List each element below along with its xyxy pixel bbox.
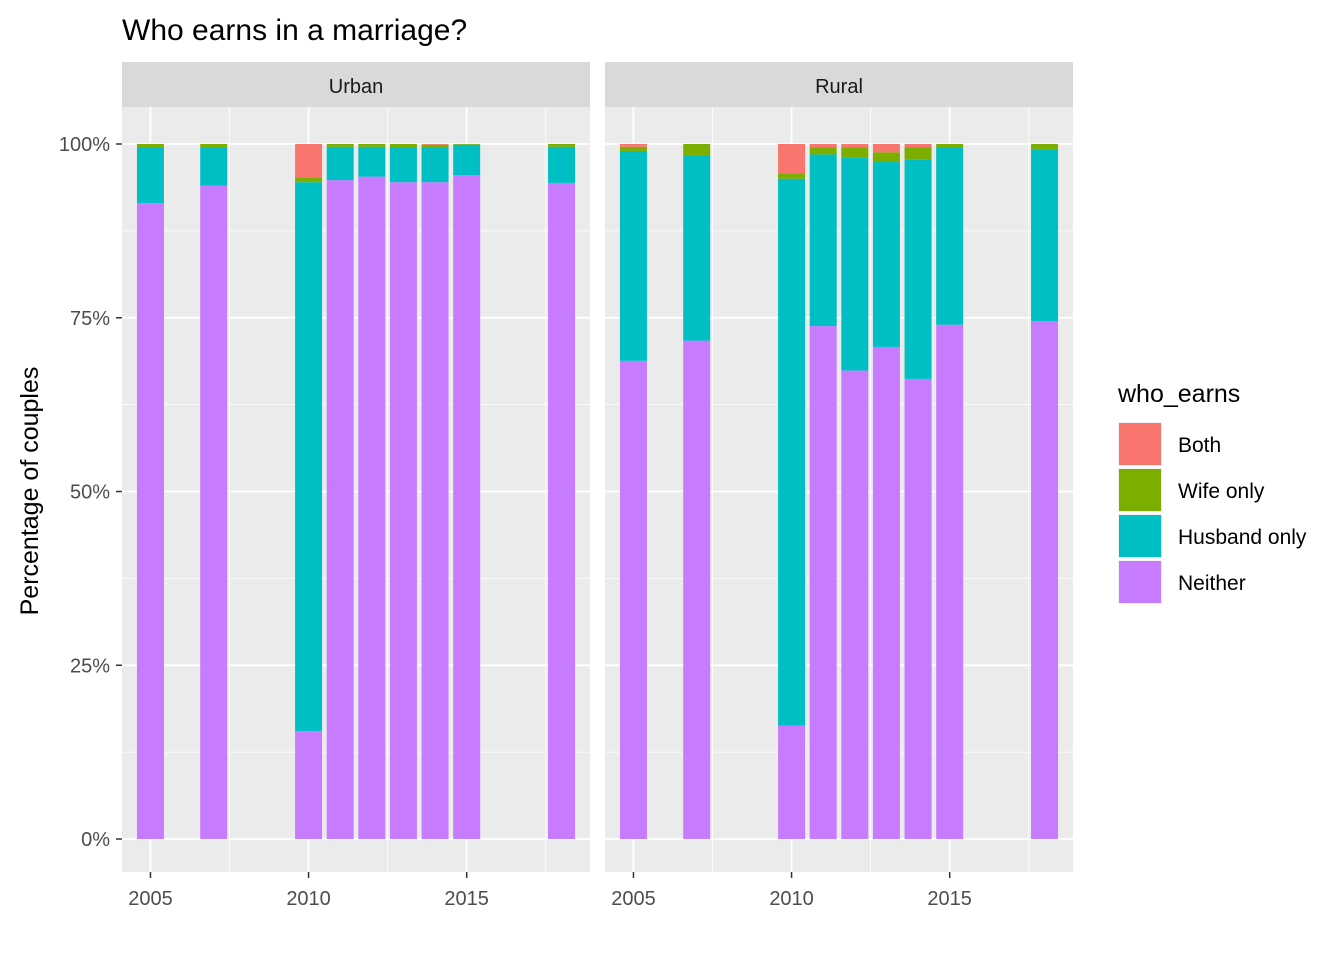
y-tick-label: 100% <box>59 134 110 156</box>
x-tick-label: 2005 <box>128 888 173 910</box>
panel-background <box>605 107 1073 872</box>
x-tick-label: 2005 <box>611 888 656 910</box>
bar-wife-only-2013 <box>389 144 417 148</box>
bar-neither-2014 <box>904 378 932 839</box>
bar-husband-only-2014 <box>421 147 449 183</box>
facet-strip <box>605 62 1073 107</box>
facet-panels: Urban 2005 2010 2015 0% 25% 50% 75% 100% Rural 200… <box>59 62 1073 910</box>
legend-key-husband-only <box>1119 515 1161 557</box>
bar-both-2010 <box>295 144 323 178</box>
legend-key-neither <box>1119 561 1161 603</box>
bar-husband-only-2018 <box>1031 149 1059 322</box>
legend: who_earns Both Wife only Husband only Neith… <box>1117 380 1307 604</box>
bar-wife-only-2005 <box>136 144 164 148</box>
bar-neither-2012 <box>358 176 386 840</box>
bar-wife-only-2018 <box>548 144 576 147</box>
y-axis-label: Percentage of couples <box>16 367 44 616</box>
facet-strip-label: Rural <box>815 76 863 98</box>
bar-husband-only-2007 <box>683 155 711 341</box>
legend-label: Neither <box>1178 572 1246 595</box>
facet-strip-label: Urban <box>329 76 383 98</box>
bar-husband-only-2012 <box>358 146 386 177</box>
legend-key-wife-only <box>1119 469 1161 511</box>
x-tick-label: 2010 <box>769 888 814 910</box>
bar-neither-2005 <box>619 360 647 839</box>
legend-label: Husband only <box>1178 526 1307 549</box>
bar-husband-only-2014 <box>904 159 932 379</box>
bar-husband-only-2012 <box>841 157 869 371</box>
legend-label: Both <box>1178 434 1221 457</box>
bar-wife-only-2015 <box>936 144 964 148</box>
bar-neither-2011 <box>809 326 837 840</box>
bar-husband-only-2005 <box>136 147 164 204</box>
bar-wife-only-2011 <box>326 144 354 147</box>
bar-wife-only-2012 <box>358 144 386 147</box>
bar-neither-2007 <box>683 340 711 839</box>
bar-wife-only-2015 <box>453 144 481 145</box>
legend-label: Wife only <box>1178 480 1265 503</box>
bar-husband-only-2013 <box>872 162 900 347</box>
bar-husband-only-2011 <box>809 154 837 327</box>
bar-wife-only-2005 <box>619 146 647 151</box>
bar-both-2010 <box>778 144 806 174</box>
facet-urban: Urban 2005 2010 2015 0% 25% 50% 75% 100% <box>59 62 590 910</box>
bar-neither-2005 <box>136 203 164 839</box>
bar-husband-only-2018 <box>548 146 576 183</box>
bar-husband-only-2011 <box>326 146 354 181</box>
legend-key-both <box>1119 423 1161 465</box>
bar-wife-only-2014 <box>904 147 932 160</box>
bar-wife-only-2014 <box>421 144 449 148</box>
facet-rural: Rural 2005 2010 2015 <box>605 62 1073 910</box>
bar-husband-only-2007 <box>200 147 228 186</box>
bar-both-2005 <box>619 144 647 147</box>
bar-wife-only-2011 <box>809 147 837 155</box>
y-tick-label: 0% <box>81 829 110 851</box>
bar-wife-only-2013 <box>872 152 900 163</box>
bar-both-2013 <box>872 144 900 153</box>
chart-title: Who earns in a marriage? <box>122 14 467 47</box>
y-tick-label: 25% <box>70 655 110 677</box>
bar-both-2014 <box>421 144 449 145</box>
panel-background <box>122 107 590 872</box>
bar-husband-only-2005 <box>619 150 647 361</box>
bar-husband-only-2010 <box>778 178 806 726</box>
bar-husband-only-2015 <box>453 144 481 176</box>
x-tick-label: 2015 <box>927 888 972 910</box>
bar-neither-2018 <box>1031 321 1059 840</box>
bar-neither-2015 <box>453 175 481 839</box>
bar-wife-only-2010 <box>295 177 323 183</box>
bar-neither-2010 <box>778 725 806 839</box>
bar-neither-2010 <box>295 731 323 839</box>
bar-wife-only-2018 <box>1031 144 1059 150</box>
bar-wife-only-2010 <box>778 173 806 179</box>
bar-neither-2013 <box>872 346 900 839</box>
bar-husband-only-2010 <box>295 182 323 732</box>
bar-wife-only-2007 <box>200 144 228 148</box>
bar-both-2012 <box>841 144 869 148</box>
bar-neither-2013 <box>389 182 417 840</box>
bar-neither-2011 <box>326 180 354 839</box>
facet-strip <box>122 62 590 107</box>
bar-husband-only-2015 <box>936 147 964 325</box>
bar-husband-only-2013 <box>389 147 417 183</box>
bar-neither-2007 <box>200 185 228 839</box>
bar-neither-2014 <box>421 182 449 840</box>
bar-wife-only-2012 <box>841 147 869 158</box>
bar-neither-2015 <box>936 324 964 839</box>
x-tick-label: 2010 <box>286 888 331 910</box>
bar-neither-2012 <box>841 370 869 839</box>
x-tick-label: 2015 <box>444 888 489 910</box>
y-tick-label: 50% <box>70 482 110 504</box>
legend-title: who_earns <box>1117 380 1240 408</box>
bar-wife-only-2007 <box>683 144 711 156</box>
bar-neither-2018 <box>548 182 576 840</box>
y-tick-label: 75% <box>70 308 110 330</box>
bar-both-2014 <box>904 144 932 148</box>
bar-both-2011 <box>809 144 837 148</box>
